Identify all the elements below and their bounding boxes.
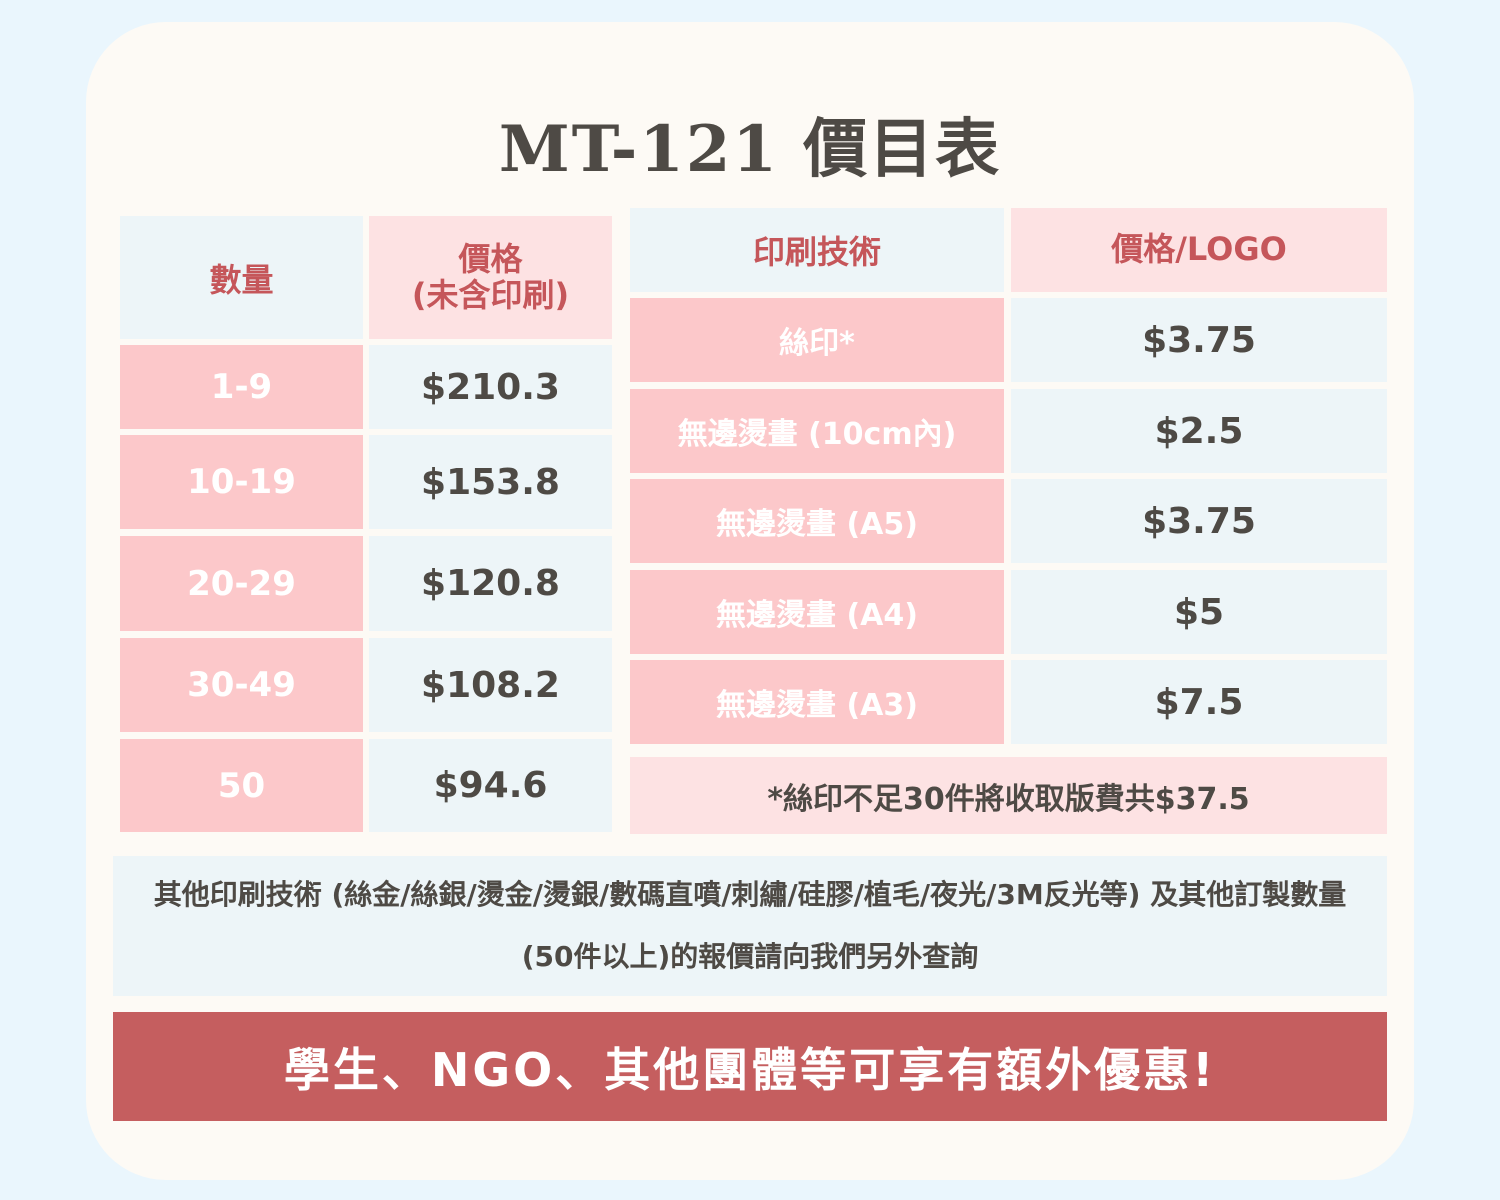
technique-price-cell: $2.5: [1011, 389, 1387, 473]
quantity-cell: 1-9: [120, 345, 363, 429]
discount-banner: 學生、NGO、其他團體等可享有額外優惠!: [113, 1012, 1387, 1121]
technique-price-cell: $5: [1011, 570, 1387, 654]
price-cell: $94.6: [369, 739, 612, 832]
quantity-cell: 50: [120, 739, 363, 832]
header-price-excl-printing: 價格 (未含印刷): [369, 216, 612, 339]
technique-cell: 無邊燙畫 (A4): [630, 570, 1004, 654]
technique-price-cell: $3.75: [1011, 298, 1387, 382]
technique-cell: 絲印*: [630, 298, 1004, 382]
technique-cell: 無邊燙畫 (A5): [630, 479, 1004, 563]
other-techniques-info: 其他印刷技術 (絲金/絲銀/燙金/燙銀/數碼直噴/刺繡/硅膠/植毛/夜光/3M反…: [113, 856, 1387, 996]
price-cell: $210.3: [369, 345, 612, 429]
quantity-cell: 30-49: [120, 638, 363, 732]
price-cell: $108.2: [369, 638, 612, 732]
price-cell: $153.8: [369, 435, 612, 529]
header-price-per-logo: 價格/LOGO: [1011, 208, 1387, 292]
header-printing-technique: 印刷技術: [630, 208, 1004, 292]
technique-cell: 無邊燙畫 (A3): [630, 660, 1004, 744]
page-title: MT-121 價目表: [498, 112, 1002, 187]
price-cell: $120.8: [369, 536, 612, 631]
header-quantity: 數量: [120, 216, 363, 339]
discount-banner-text: 學生、NGO、其他團體等可享有額外優惠!: [283, 1042, 1217, 1097]
technique-price-cell: $7.5: [1011, 660, 1387, 744]
other-techniques-text: 其他印刷技術 (絲金/絲銀/燙金/燙銀/數碼直噴/刺繡/硅膠/植毛/夜光/3M反…: [153, 878, 1347, 973]
technique-price-cell: $3.75: [1011, 479, 1387, 563]
screen-print-setup-fee-note: *絲印不足30件將收取版費共$37.5: [630, 757, 1387, 834]
quantity-cell: 10-19: [120, 435, 363, 529]
technique-cell: 無邊燙畫 (10cm內): [630, 389, 1004, 473]
quantity-cell: 20-29: [120, 536, 363, 631]
